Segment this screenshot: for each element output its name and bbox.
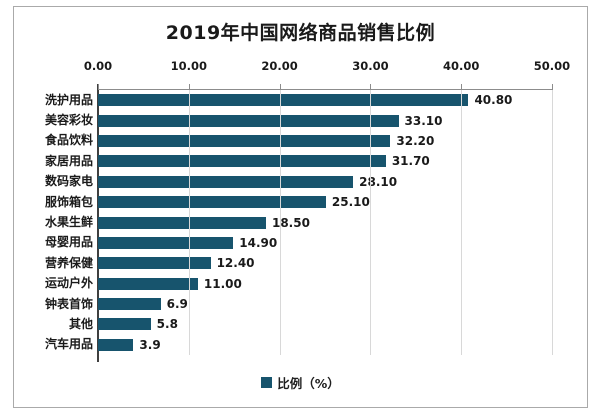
bar-row: 31.70 [98,151,552,171]
gridline [279,90,281,355]
bar-row: 3.9 [98,335,552,355]
bar-value-label: 3.9 [139,337,161,352]
bar [98,134,391,147]
x-tick-label: 50.00 [533,59,571,73]
category-label: 母婴用品 [44,235,93,250]
bar [98,338,134,351]
category-label: 运动户外 [44,276,93,291]
category-label: 数码家电 [44,174,93,189]
bar-row: 33.10 [98,110,552,130]
legend: 比例（%） [14,373,587,391]
bar [98,257,211,270]
bar-value-label: 18.50 [271,215,310,230]
bar-row: 14.90 [98,233,552,253]
bar-value-label: 33.10 [404,113,443,128]
x-tick-label: 0.00 [83,59,113,73]
bar-value-label: 25.10 [331,195,370,210]
axis-tick-mark [279,84,281,90]
chart-frame: 2019年中国网络商品销售比例 0.00 10.00 20.00 30.00 40.00… [13,6,588,408]
bar-row: 6.9 [98,294,552,314]
category-label: 美容彩妆 [44,113,93,128]
bar-row: 25.10 [98,192,552,212]
bar-value-label: 12.40 [216,256,255,271]
bar [98,318,151,331]
bar-row: 28.10 [98,172,552,192]
gridline [552,90,553,355]
bar-value-label: 28.10 [359,174,398,189]
x-tick-label: 30.00 [352,59,389,73]
category-label: 食品饮料 [44,133,93,148]
bar [98,196,326,209]
category-label: 营养保健 [44,255,93,270]
plot-area: 40.80 33.10 32.20 31.70 28.10 25.10 18.50 14.90… [97,84,553,362]
category-label: 其他 [68,316,93,331]
bar-value-label: 31.70 [391,154,430,169]
bar-row: 12.40 [98,253,552,273]
legend-label: 比例（%） [277,375,340,391]
category-label: 水果生鲜 [44,215,93,230]
gridline [188,90,190,355]
category-label: 服饰箱包 [44,194,93,209]
bar-value-label: 32.20 [396,133,435,148]
category-label: 家居用品 [44,153,93,168]
axis-tick-mark [552,84,553,90]
bar-value-label: 11.00 [203,276,242,291]
axis-tick-mark [370,84,372,90]
bar-value-label: 5.8 [156,317,178,332]
chart-title: 2019年中国网络商品销售比例 [165,22,436,44]
gridline [370,90,372,355]
bar [98,298,161,311]
bar [98,94,469,107]
legend-swatch-icon [261,376,273,388]
bar [98,155,386,168]
bar-value-label: 6.9 [166,297,188,312]
axis-tick-mark [98,84,99,90]
bar-value-label: 40.80 [474,93,513,108]
bar-value-label: 14.90 [239,235,278,250]
bar [98,277,198,290]
bar [98,114,399,127]
x-tick-label: 40.00 [442,59,480,73]
bar [98,175,354,188]
category-axis-labels: 洗护用品美容彩妆食品饮料家居用品数码家电服饰箱包水果生鲜母婴用品营养保健运动户外… [14,89,93,354]
axis-tick-mark [461,84,463,90]
bar [98,236,234,249]
bar-row: 18.50 [98,212,552,232]
bar-row: 40.80 [98,90,552,110]
x-tick-label: 20.00 [261,59,298,73]
bar [98,216,266,229]
axis-tick-mark [188,84,190,90]
gridline [461,90,463,355]
bar-row: 32.20 [98,131,552,151]
category-label: 洗护用品 [44,92,93,107]
bar-series: 40.80 33.10 32.20 31.70 28.10 25.10 18.50 14.90… [98,90,552,355]
x-tick-label: 10.00 [170,59,207,73]
category-label: 钟表首饰 [44,296,93,311]
bar-row: 11.00 [98,274,552,294]
x-axis: 0.00 10.00 20.00 30.00 40.00 50.00 [84,59,570,77]
category-label: 汽车用品 [44,337,93,352]
bar-row: 5.8 [98,314,552,334]
